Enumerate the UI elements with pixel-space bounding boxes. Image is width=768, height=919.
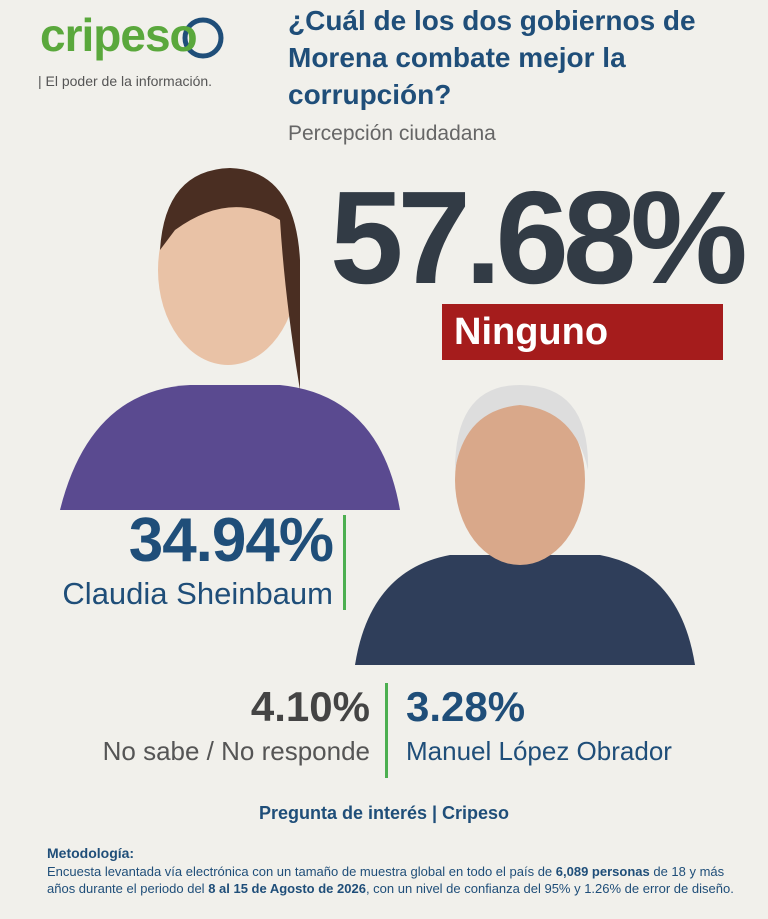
portrait-face xyxy=(455,395,585,565)
logo: cripeso xyxy=(40,9,198,61)
divider xyxy=(343,515,346,610)
methodology-title: Metodología: xyxy=(47,845,135,861)
portrait-body xyxy=(60,385,400,510)
text: de 18 y más años durante el periodo del xyxy=(47,864,725,896)
portrait-hair xyxy=(455,385,589,470)
portrait-face xyxy=(158,175,298,365)
methodology: Encuesta levantada vía electrónica con u… xyxy=(47,863,737,897)
source: Pregunta de interés | Cripeso xyxy=(258,803,510,823)
result-label: Claudia Sheinbaum xyxy=(62,576,333,611)
subtitle: Percepción ciudadana xyxy=(288,122,496,145)
title: ¿Cuál de los dos gobiernos de Morena com… xyxy=(288,5,696,110)
text: Encuesta levantada vía electrónica con u… xyxy=(47,864,556,879)
divider xyxy=(385,683,388,778)
text: 8 al 15 de Agosto de 2026 xyxy=(208,881,366,896)
tagline: | El poder de la información. xyxy=(38,73,213,89)
logo-icon xyxy=(182,17,224,59)
text: 6,089 personas xyxy=(555,864,650,879)
result-value: 4.10% xyxy=(250,683,370,730)
result-label: No sabe / No responde xyxy=(102,736,370,766)
text: , con un nivel de confianza del 95% y 1.… xyxy=(365,881,734,896)
portrait-body xyxy=(355,555,695,665)
result-value: 57.68% xyxy=(330,164,748,311)
result-label: Ninguno xyxy=(442,304,723,360)
result-label: Manuel López Obrador xyxy=(406,736,672,766)
result-value: 34.94% xyxy=(128,506,334,575)
result-value: 3.28% xyxy=(406,683,526,730)
